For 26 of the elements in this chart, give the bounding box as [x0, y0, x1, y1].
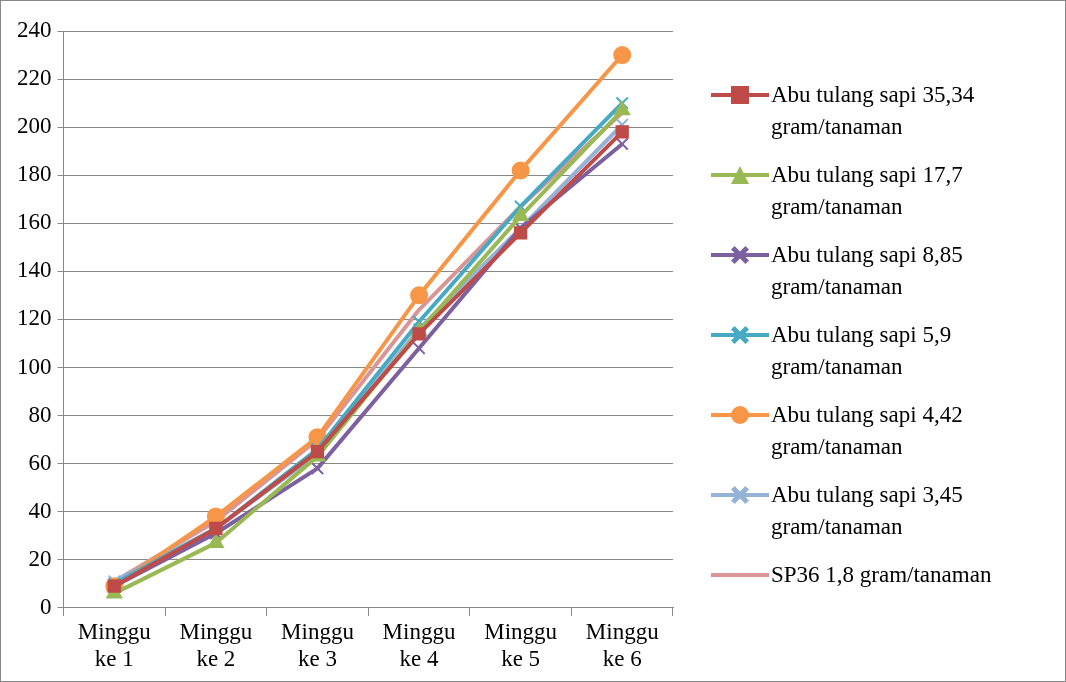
legend-label: Abu tulang sapi 5,9 gram/tanaman	[771, 321, 953, 381]
legend-label: Abu tulang sapi 3,45 gram/tanaman	[771, 481, 964, 541]
y-tick-label: 20	[28, 545, 52, 571]
x-tick-label: Minggu ke 3	[281, 618, 355, 672]
y-tick-label: 100	[17, 353, 52, 379]
y-tick-label: 120	[17, 305, 52, 331]
y-tick-label: 220	[17, 65, 52, 91]
y-tick-label: 140	[17, 257, 52, 283]
x-tick-label: Minggu ke 2	[179, 618, 253, 672]
legend-label: Abu tulang sapi 8,85 gram/tanaman	[771, 241, 964, 301]
y-tick-label: 160	[17, 209, 52, 235]
y-tick-label: 60	[28, 449, 52, 475]
y-tick-label: 240	[17, 17, 52, 43]
x-tick-label: Minggu ke 4	[382, 618, 456, 672]
legend-label: Abu tulang sapi 35,34 gram/tanaman	[771, 81, 976, 141]
y-tick-label: 200	[17, 113, 52, 139]
legend-label: Abu tulang sapi 17,7 gram/tanaman	[771, 161, 964, 221]
y-tick-label: 80	[28, 401, 52, 427]
y-tick-label: 180	[17, 161, 52, 187]
legend-label: Abu tulang sapi 4,42 gram/tanaman	[771, 401, 964, 461]
x-tick-label: Minggu ke 6	[585, 618, 660, 672]
x-tick-label: Minggu ke 5	[484, 618, 558, 672]
y-tick-label: 40	[28, 497, 52, 523]
y-tick-label: 0	[40, 593, 52, 619]
legend-label: SP36 1,8 gram/tanaman	[771, 561, 992, 589]
x-tick-label: Minggu ke 1	[77, 618, 152, 672]
